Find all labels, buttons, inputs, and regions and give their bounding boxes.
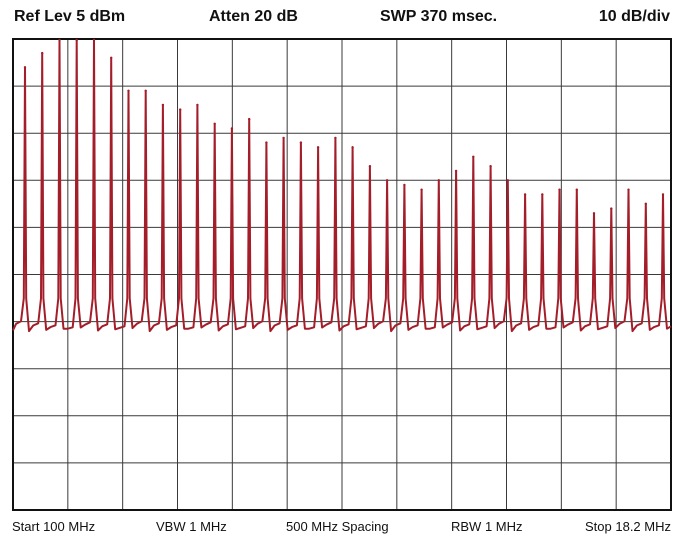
rbw-label: RBW 1 MHz [451, 519, 523, 534]
sweep-time-label: SWP 370 msec. [380, 8, 498, 25]
peak-marker [592, 212, 596, 215]
peak-marker [110, 56, 113, 59]
peak-marker [644, 202, 647, 205]
spectrum-trace [12, 39, 672, 333]
peak-marker [230, 127, 234, 130]
peak-marker [351, 146, 354, 149]
peak-marker [23, 66, 27, 69]
peak-marker [179, 108, 182, 111]
peak-marker [541, 193, 544, 196]
spacing-label: 500 MHz Spacing [286, 519, 389, 534]
peak-marker [92, 38, 96, 42]
peak-marker [610, 207, 613, 210]
peak-marker [127, 89, 130, 93]
peak-marker [627, 188, 630, 191]
peak-marker [161, 103, 165, 107]
peak-marker [454, 169, 458, 173]
peak-marker [575, 188, 578, 191]
start-frequency-label: Start 100 MHz [12, 519, 96, 534]
peak-marker [403, 183, 406, 187]
peak-marker [558, 188, 561, 191]
attenuation-label: Atten 20 dB [209, 8, 298, 25]
peak-marker [472, 155, 475, 158]
peak-marker [196, 103, 199, 107]
peak-marker [437, 179, 440, 182]
scale-label: 10 dB/div [598, 8, 670, 25]
peak-marker [489, 165, 492, 168]
peak-marker [41, 51, 44, 55]
vbw-label: VBW 1 MHz [156, 519, 227, 534]
peak-marker [299, 141, 303, 144]
peak-marker [661, 193, 665, 196]
peak-marker [248, 117, 251, 121]
peak-marker [265, 141, 268, 144]
plot-frame [12, 38, 672, 511]
peak-marker [334, 136, 337, 140]
peak-marker [58, 38, 61, 42]
peak-marker [368, 165, 372, 168]
peak-marker [506, 179, 509, 182]
peak-marker [523, 193, 527, 196]
peak-marker [282, 136, 285, 140]
ref-level-label: Ref Lev 5 dBm [14, 8, 126, 25]
peak-marker [75, 38, 78, 42]
peak-marker [316, 146, 320, 149]
peak-marker [385, 179, 389, 182]
peak-marker [420, 188, 423, 191]
peak-marker [213, 122, 216, 126]
stop-frequency-label: Stop 18.2 MHz [585, 519, 671, 534]
peak-marker [144, 89, 147, 93]
